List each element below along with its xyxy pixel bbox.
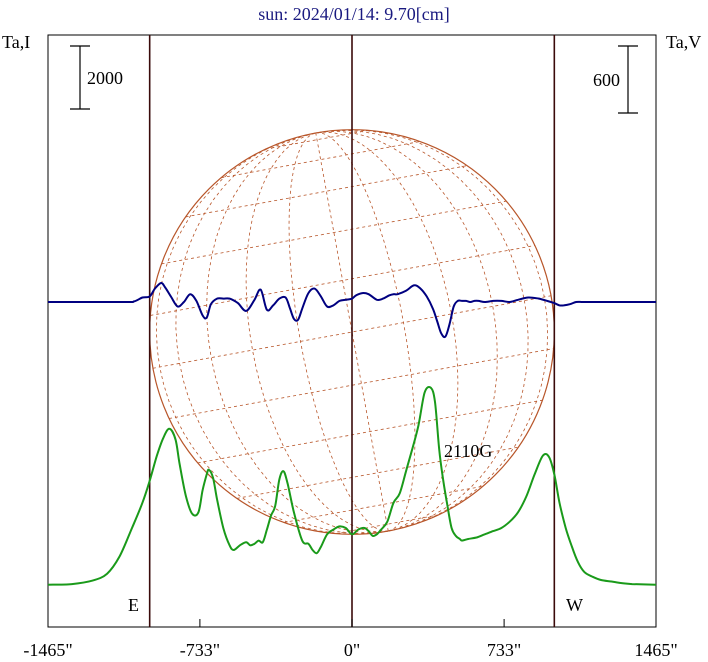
x-tick-label: 0" (344, 640, 360, 660)
annotation-label: 2110G (444, 441, 492, 461)
x-tick-label: -1465" (23, 640, 72, 660)
longitude-line (175, 132, 389, 534)
longitude-line (315, 129, 549, 532)
x-tick-label: 1465" (634, 640, 677, 660)
longitude-line (288, 132, 389, 532)
left-axis-label: Ta,I (2, 32, 30, 52)
left-scale-value: 2000 (87, 68, 123, 88)
longitude-line (155, 132, 389, 535)
right-scale-value: 600 (593, 70, 620, 90)
right-axis-label: Ta,V (666, 32, 701, 52)
latitude-line (161, 200, 507, 265)
latitude-line (283, 485, 483, 523)
longitude-line (315, 130, 529, 532)
chart-title: sun: 2024/01/14: 9.70[cm] (258, 4, 450, 24)
x-tick-label: -733" (180, 640, 220, 660)
longitude-line (206, 132, 389, 533)
limb-east-label: E (128, 595, 139, 615)
x-axis-ticks: -1465" -733" 0" 733" 1465" (23, 619, 678, 660)
limb-and-center-lines (148, 35, 556, 627)
latitude-line (236, 446, 519, 499)
latitude-line (169, 348, 554, 419)
stokes-i-line (47, 385, 657, 586)
right-scale-bar (618, 45, 638, 114)
longitude-line (315, 131, 498, 532)
limb-west-label: W (566, 595, 583, 615)
longitude-line (315, 132, 416, 532)
stokes-v-line (47, 282, 656, 339)
left-scale-bar (70, 45, 90, 110)
x-tick-label: 733" (487, 640, 521, 660)
latitude-line (335, 514, 439, 534)
latitude-line (185, 165, 468, 218)
